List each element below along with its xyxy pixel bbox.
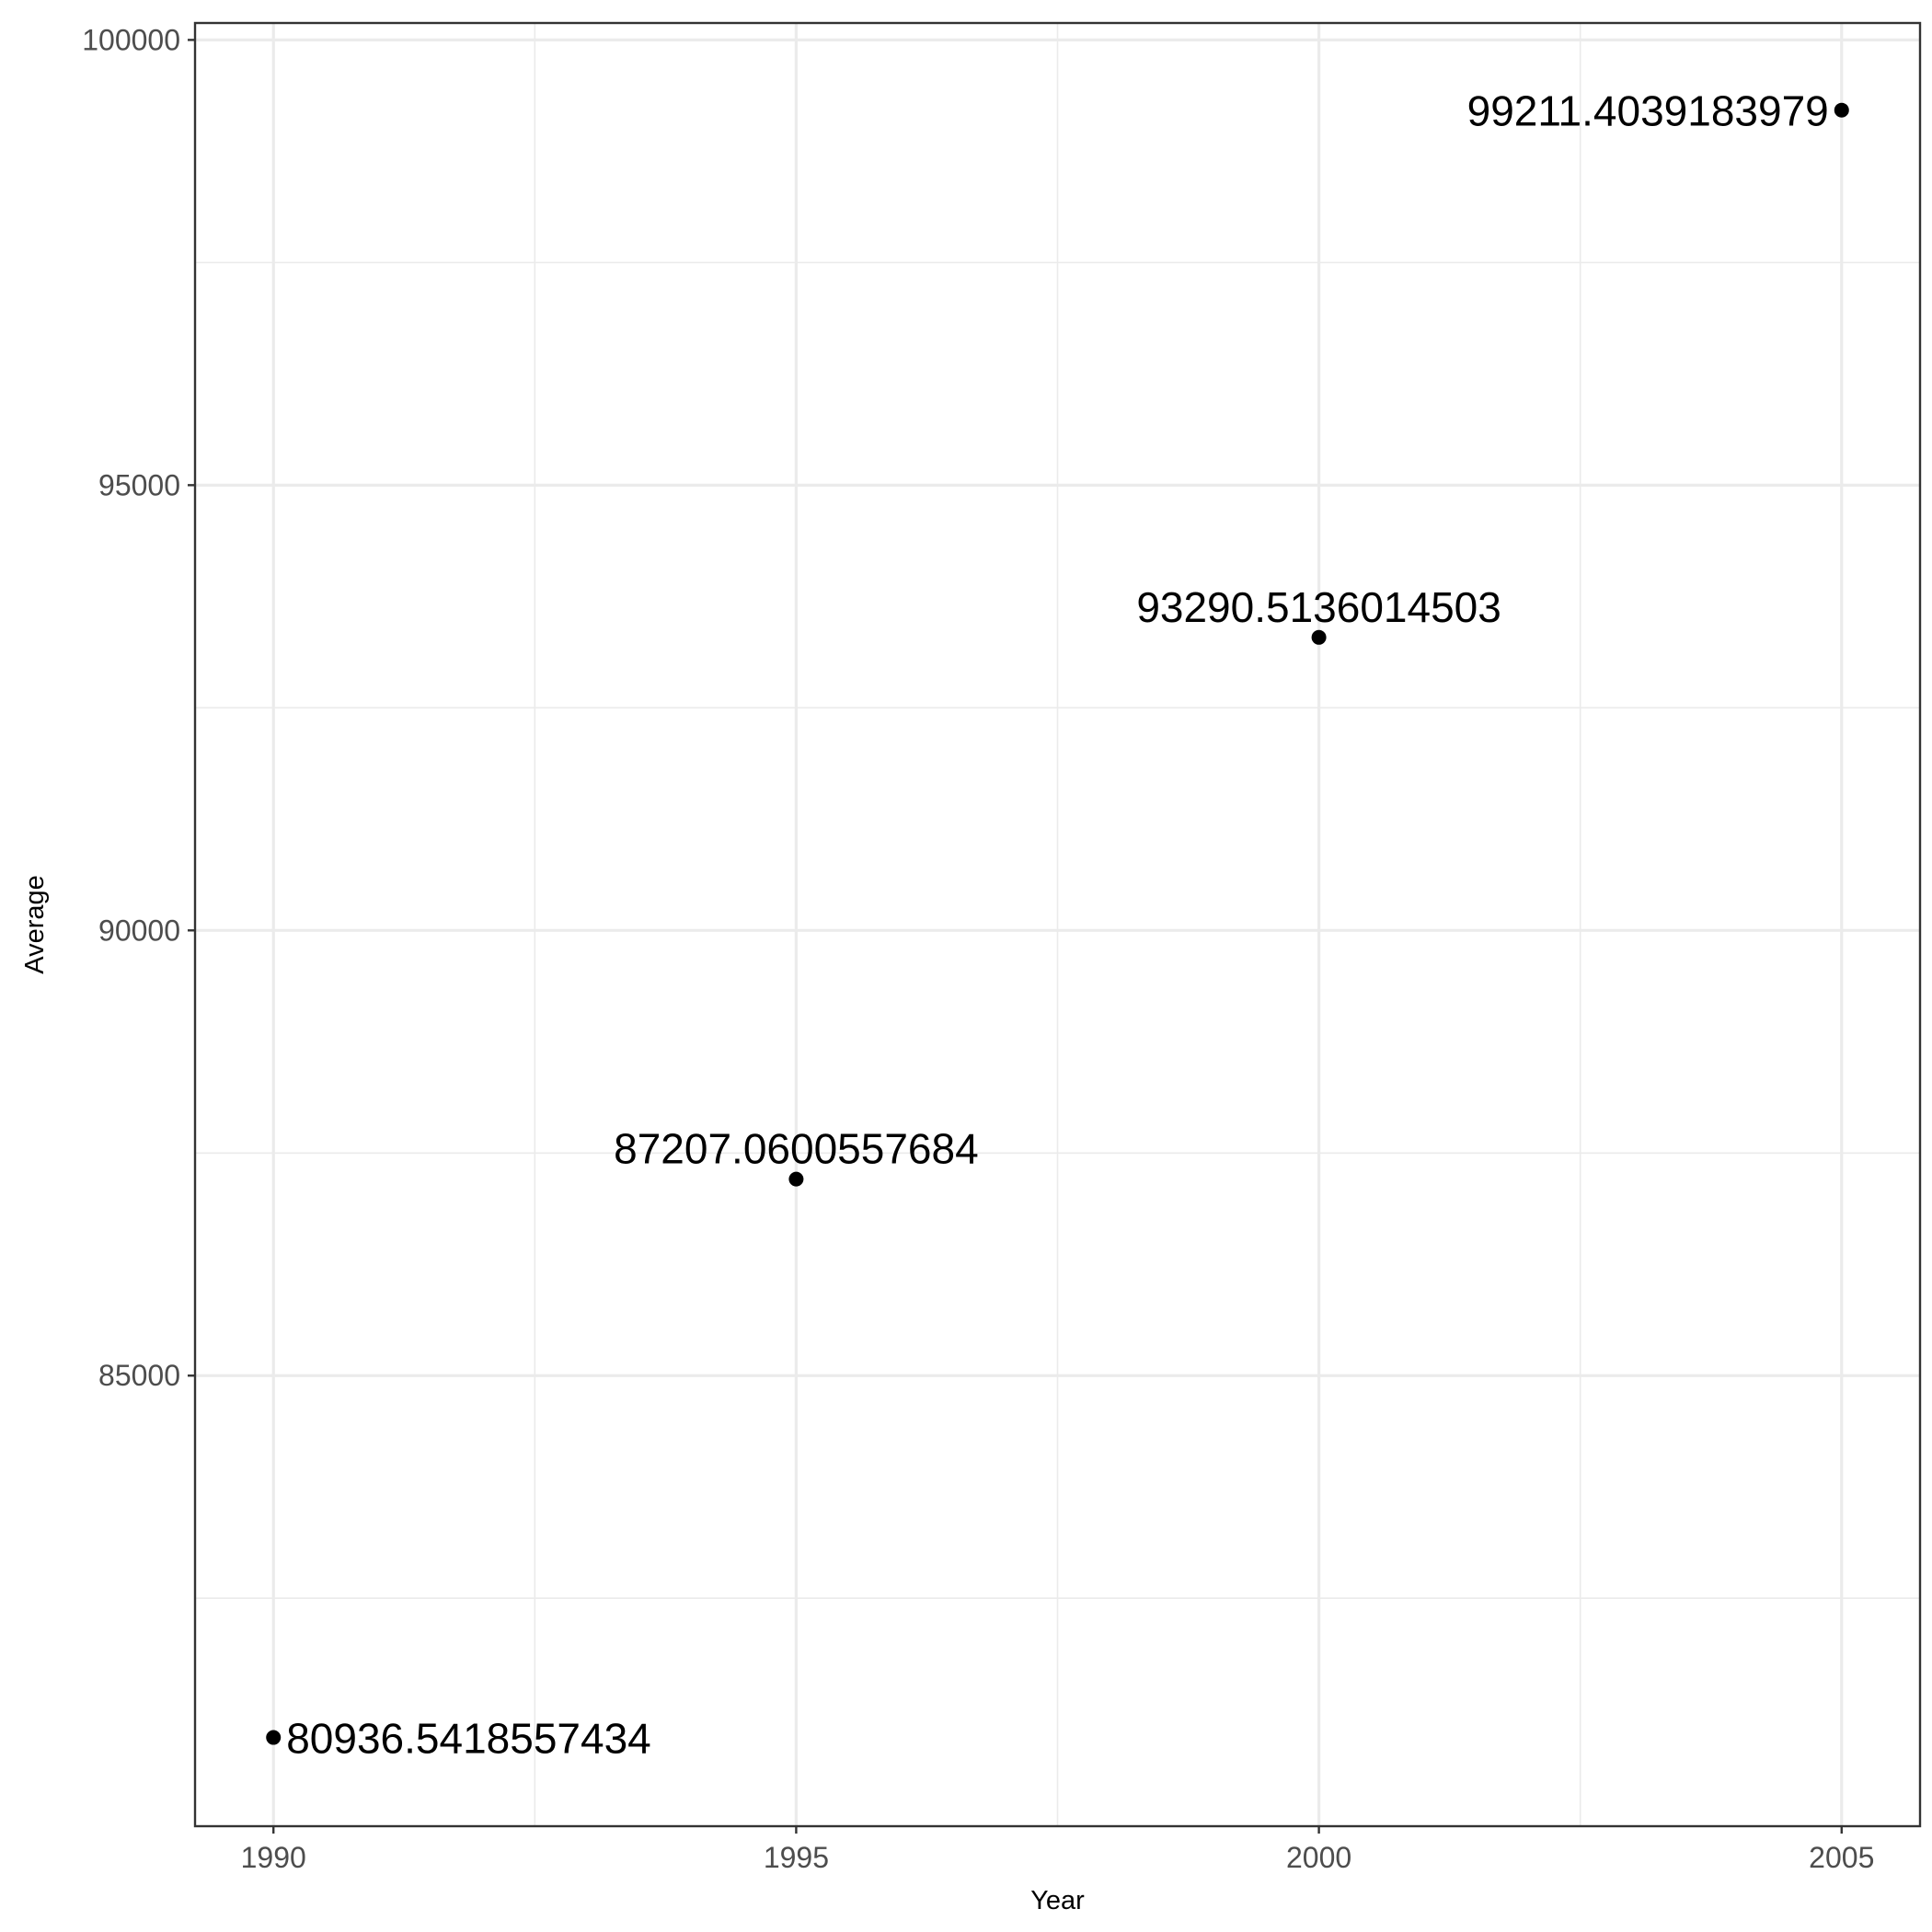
data-labels: 80936.5418557434 87207.0600557684 93290.51… bbox=[286, 87, 1829, 1763]
y-axis-title: Average bbox=[20, 875, 50, 974]
x-tick-label: 1995 bbox=[764, 1841, 829, 1874]
x-axis: 1990 1995 2000 2005 bbox=[241, 1826, 1874, 1874]
data-label: 87207.0600557684 bbox=[614, 1125, 979, 1173]
x-tick-label: 2000 bbox=[1286, 1841, 1351, 1874]
x-tick-label: 2005 bbox=[1809, 1841, 1874, 1874]
plot-panel-border bbox=[193, 21, 1922, 1828]
data-point bbox=[266, 1730, 282, 1745]
data-points bbox=[266, 102, 1849, 1745]
y-tick-label: 100000 bbox=[82, 23, 180, 56]
data-label: 93290.5136014503 bbox=[1136, 583, 1501, 631]
y-tick-label: 90000 bbox=[98, 914, 180, 947]
data-point bbox=[1834, 102, 1849, 118]
major-gridlines bbox=[195, 23, 1920, 1826]
y-tick-label: 95000 bbox=[98, 468, 180, 501]
x-axis-title: Year bbox=[1030, 1886, 1085, 1915]
y-tick-label: 85000 bbox=[98, 1359, 180, 1392]
data-label: 80936.5418557434 bbox=[286, 1715, 651, 1763]
y-axis: 85000 90000 95000 100000 bbox=[82, 23, 195, 1392]
data-point bbox=[788, 1171, 804, 1187]
data-point bbox=[1311, 629, 1327, 645]
x-tick-label: 1990 bbox=[241, 1841, 306, 1874]
minor-gridlines bbox=[195, 23, 1920, 1826]
data-label: 99211.4039183979 bbox=[1467, 87, 1829, 135]
